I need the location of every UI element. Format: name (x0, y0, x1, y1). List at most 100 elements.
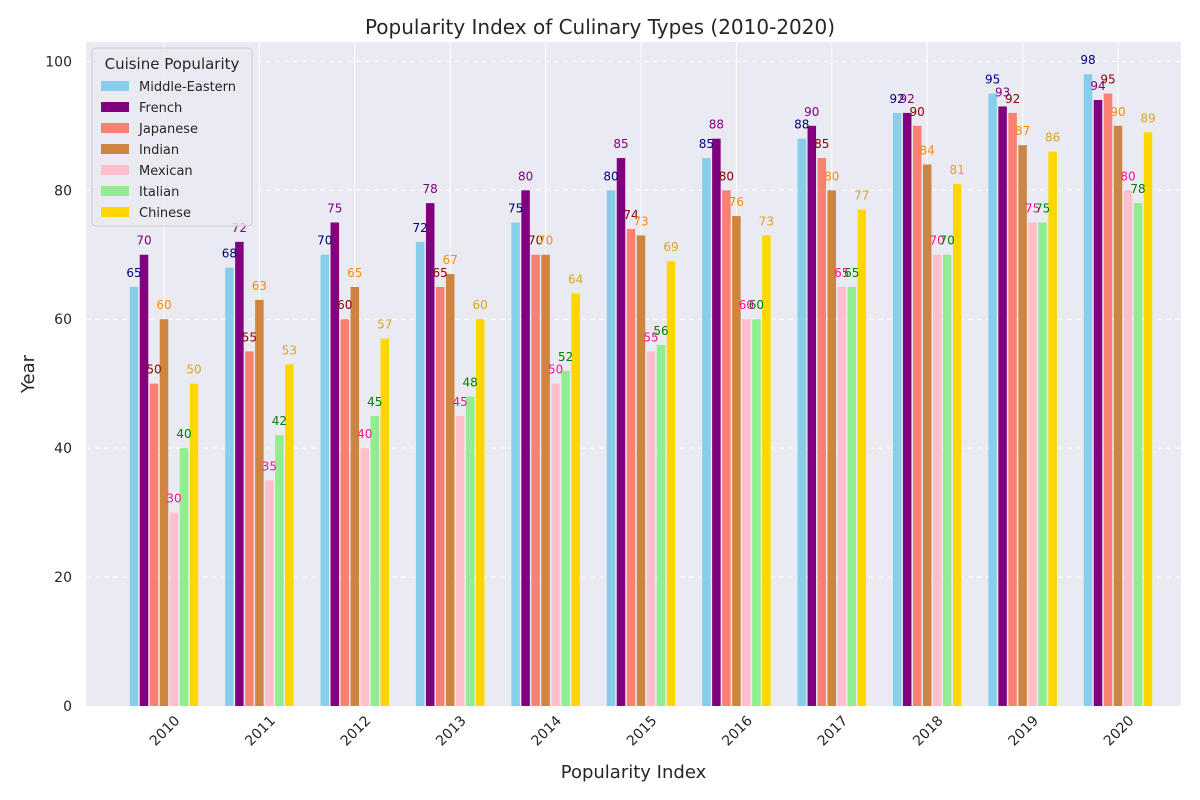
data-label: 73 (759, 214, 774, 228)
bar-french-2018 (902, 112, 912, 707)
bar-italian-2018 (942, 254, 952, 707)
chart-title: Popularity Index of Culinary Types (2010… (365, 15, 835, 39)
data-label: 55 (242, 330, 257, 344)
bar-indian-2010 (159, 319, 169, 706)
y-tick-label: 60 (54, 312, 72, 328)
data-label: 70 (930, 234, 945, 248)
bar-japanese-2019 (1008, 112, 1017, 707)
data-label: 65 (834, 266, 849, 280)
data-label: 63 (252, 279, 267, 293)
legend-swatch (101, 102, 129, 112)
legend-swatch (101, 186, 129, 196)
legend-label: Indian (139, 143, 179, 158)
bar-italian-2014 (561, 370, 570, 706)
legend-swatch (101, 81, 129, 91)
legend-label: Italian (139, 185, 179, 200)
data-label: 65 (347, 266, 362, 280)
data-label: 50 (146, 363, 161, 377)
data-label: 52 (558, 350, 573, 364)
bar-chinese-2013 (475, 319, 485, 706)
legend-label: Chinese (139, 206, 191, 221)
data-label: 70 (528, 234, 543, 248)
bar-italian-2015 (656, 344, 666, 706)
bar-japanese-2020 (1103, 93, 1113, 706)
bar-italian-2016 (752, 319, 761, 706)
bar-indian-2018 (922, 164, 932, 706)
data-label: 80 (824, 169, 839, 183)
bar-italian-2017 (847, 286, 857, 706)
data-label: 81 (950, 163, 965, 177)
y-tick-label: 100 (45, 54, 72, 70)
data-label: 93 (995, 85, 1010, 99)
data-label: 89 (1140, 111, 1155, 125)
bar-indian-2015 (636, 235, 646, 706)
bar-french-2020 (1093, 100, 1103, 707)
data-label: 40 (357, 427, 372, 441)
bar-french-2016 (712, 138, 721, 706)
bar-indian-2016 (732, 216, 741, 706)
bar-mexican-2015 (646, 351, 656, 706)
bar-indian-2011 (255, 299, 264, 706)
bar-indian-2020 (1113, 125, 1123, 706)
bar-japanese-2010 (149, 383, 159, 706)
bar-indian-2013 (445, 274, 455, 706)
data-label: 90 (804, 105, 819, 119)
data-label: 42 (272, 414, 287, 428)
bar-mexican-2017 (837, 286, 847, 706)
data-label: 90 (910, 105, 925, 119)
bar-mexican-2014 (551, 383, 560, 706)
bar-french-2013 (425, 203, 435, 707)
data-label: 84 (920, 143, 935, 157)
data-label: 55 (643, 330, 658, 344)
bar-italian-2020 (1133, 203, 1143, 707)
bar-middle-eastern-2013 (415, 241, 425, 706)
legend-swatch (101, 165, 129, 175)
bar-italian-2011 (275, 435, 284, 706)
data-label: 45 (367, 395, 382, 409)
data-label: 92 (1005, 92, 1020, 106)
bar-middle-eastern-2016 (702, 158, 711, 707)
data-label: 88 (709, 118, 724, 132)
bar-mexican-2011 (265, 480, 274, 706)
bar-japanese-2015 (626, 228, 636, 706)
data-label: 88 (794, 118, 809, 132)
data-label: 50 (186, 363, 201, 377)
data-label: 78 (1130, 182, 1145, 196)
bar-indian-2014 (541, 254, 550, 707)
legend-label: Middle-Eastern (139, 80, 236, 95)
data-label: 92 (890, 92, 905, 106)
bar-mexican-2019 (1028, 222, 1037, 706)
data-label: 74 (623, 208, 638, 222)
data-label: 86 (1045, 131, 1060, 145)
data-label: 56 (653, 324, 668, 338)
data-label: 60 (749, 298, 764, 312)
data-label: 53 (282, 343, 297, 357)
bar-chinese-2017 (857, 209, 867, 707)
bar-japanese-2017 (817, 158, 827, 707)
y-tick-label: 40 (54, 441, 72, 457)
bar-middle-eastern-2018 (892, 112, 902, 707)
bar-chinese-2015 (666, 261, 676, 706)
data-label: 80 (719, 169, 734, 183)
data-label: 30 (166, 492, 181, 506)
data-label: 70 (538, 234, 553, 248)
bar-middle-eastern-2020 (1083, 74, 1093, 706)
bar-chinese-2016 (762, 235, 771, 706)
data-label: 65 (844, 266, 859, 280)
y-tick-label: 0 (63, 699, 72, 715)
bars (129, 74, 1153, 707)
bar-indian-2017 (827, 190, 837, 706)
data-label: 85 (613, 137, 628, 151)
x-axis-title: Popularity Index (561, 762, 707, 783)
bar-italian-2010 (179, 448, 189, 706)
data-label: 76 (729, 195, 744, 209)
data-label: 94 (1090, 79, 1105, 93)
bar-french-2012 (330, 222, 340, 706)
data-label: 87 (1015, 124, 1030, 138)
bar-french-2017 (807, 125, 817, 706)
data-label: 98 (1080, 53, 1095, 67)
legend-label: Mexican (139, 164, 193, 179)
bar-mexican-2012 (360, 448, 370, 706)
bar-indian-2019 (1018, 145, 1027, 706)
